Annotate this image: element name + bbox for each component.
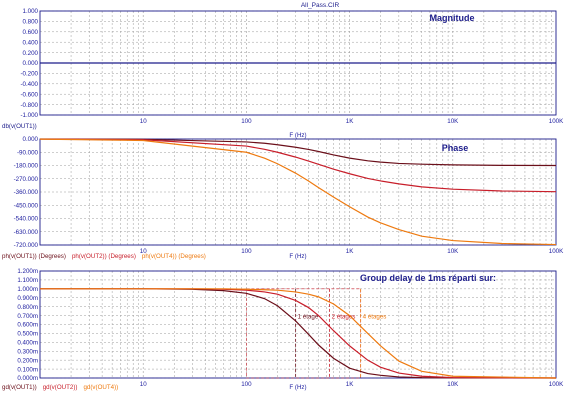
x-tick-label: 10 bbox=[140, 248, 147, 255]
series-line bbox=[39, 138, 557, 246]
x-tick-label: 100K bbox=[549, 381, 564, 388]
y-tick-label: 0.000 bbox=[23, 136, 39, 143]
x-tick-label: 10K bbox=[447, 118, 459, 125]
y-tick-label: -0.400 bbox=[20, 81, 38, 88]
y-tick-label: -270.000 bbox=[14, 176, 39, 183]
x-tick-label: 100K bbox=[549, 248, 564, 255]
y-tick-label: -360.000 bbox=[14, 189, 39, 196]
legend-entry: gd(v(OUT1)) bbox=[2, 384, 37, 391]
annotation-label: 2 étages bbox=[332, 313, 356, 320]
y-tick-label: -0.200 bbox=[20, 71, 38, 78]
series-line bbox=[39, 138, 557, 167]
legend-entry: gd(v(OUT2)) bbox=[43, 384, 78, 391]
x-tick-label: 10 bbox=[140, 381, 147, 388]
panel-title: Phase bbox=[442, 143, 469, 153]
y-tick-label: -0.800 bbox=[20, 102, 38, 109]
y-tick-label: 0.200m bbox=[17, 357, 38, 364]
y-tick-label: -720.000 bbox=[14, 242, 39, 249]
y-tick-label: 0.600 bbox=[23, 29, 39, 36]
panel-phase: 0.000 -90.000 -180.000 -270.000 -360.000 -450… bbox=[2, 136, 564, 260]
y-tick-label: 0.800 bbox=[23, 19, 39, 26]
y-tick-label: 0.400m bbox=[17, 340, 38, 347]
panel-magnitude: 1.000 0.800 0.600 0.400 0.200 0.000 -0.200 -0.4… bbox=[2, 8, 564, 139]
x-tick-label: 10 bbox=[140, 118, 147, 125]
y-tick-label: -180.000 bbox=[14, 163, 39, 170]
x-tick-label: 1K bbox=[346, 118, 354, 125]
x-tick-label: 100 bbox=[241, 248, 252, 255]
y-tick-label: 0.000m bbox=[17, 375, 38, 382]
y-tick-label: 1.200m bbox=[17, 268, 38, 275]
y-tick-label: 0.800m bbox=[17, 304, 38, 311]
panel-title: Group delay de 1ms réparti sur: bbox=[360, 273, 496, 283]
legend-entry: ph(v(OUT4)) (Degrees) bbox=[142, 253, 206, 260]
page-title: All_Pass.CIR bbox=[301, 2, 340, 9]
x-tick-label: 10K bbox=[447, 248, 459, 255]
x-tick-label: 1K bbox=[346, 248, 354, 255]
y-tick-label: -450.000 bbox=[14, 202, 39, 209]
y-tick-label: -630.000 bbox=[14, 229, 39, 236]
y-tick-label: -0.600 bbox=[20, 91, 38, 98]
legend-entry: ph(v(OUT1)) (Degrees) bbox=[2, 253, 66, 260]
series-line bbox=[39, 138, 557, 193]
y-tick-label: 1.000m bbox=[17, 286, 38, 293]
y-tick-label: 1.000 bbox=[23, 8, 39, 15]
x-axis-label: F (Hz) bbox=[289, 253, 306, 260]
series-line bbox=[40, 288, 557, 379]
y-tick-label: 0.500m bbox=[17, 331, 38, 338]
y-tick-label: 0.100m bbox=[17, 366, 38, 373]
panel-group-delay: 1.200m 1.100m 1.000m 0.900m 0.800m 0.700m 0.60… bbox=[2, 268, 564, 391]
y-tick-label: 0.300m bbox=[17, 348, 38, 355]
y-tick-label: 0.000 bbox=[23, 60, 39, 67]
y-tick-label: -90.000 bbox=[17, 149, 39, 156]
legend-entry: db(v(OUT1)) bbox=[2, 123, 37, 130]
y-tick-label: 0.700m bbox=[17, 313, 38, 320]
x-tick-label: 100K bbox=[549, 118, 564, 125]
x-tick-label: 100 bbox=[241, 118, 252, 125]
x-axis-label: F (Hz) bbox=[289, 384, 306, 391]
y-tick-label: -540.000 bbox=[14, 216, 39, 223]
y-tick-label: -1.000 bbox=[20, 112, 38, 119]
legend-entry: gd(v(OUT4)) bbox=[83, 384, 118, 391]
marker-box bbox=[246, 288, 361, 379]
x-tick-label: 1K bbox=[346, 381, 354, 388]
legend-entry: ph(v(OUT2)) (Degrees) bbox=[72, 253, 136, 260]
annotation-label: 1 étage bbox=[298, 313, 319, 320]
y-tick-label: 0.400 bbox=[23, 39, 39, 46]
y-tick-label: 0.600m bbox=[17, 322, 38, 329]
y-tick-label: 1.100m bbox=[17, 277, 38, 284]
annotation-label: 4 étages bbox=[363, 313, 387, 320]
plot-frame bbox=[39, 138, 557, 246]
y-tick-label: 0.200 bbox=[23, 50, 39, 57]
x-axis-label: F (Hz) bbox=[289, 132, 306, 139]
panel-title: Magnitude bbox=[430, 13, 475, 23]
x-tick-label: 100 bbox=[241, 381, 252, 388]
series-line bbox=[40, 288, 557, 379]
y-tick-label: 0.900m bbox=[17, 295, 38, 302]
x-tick-label: 10K bbox=[447, 381, 459, 388]
